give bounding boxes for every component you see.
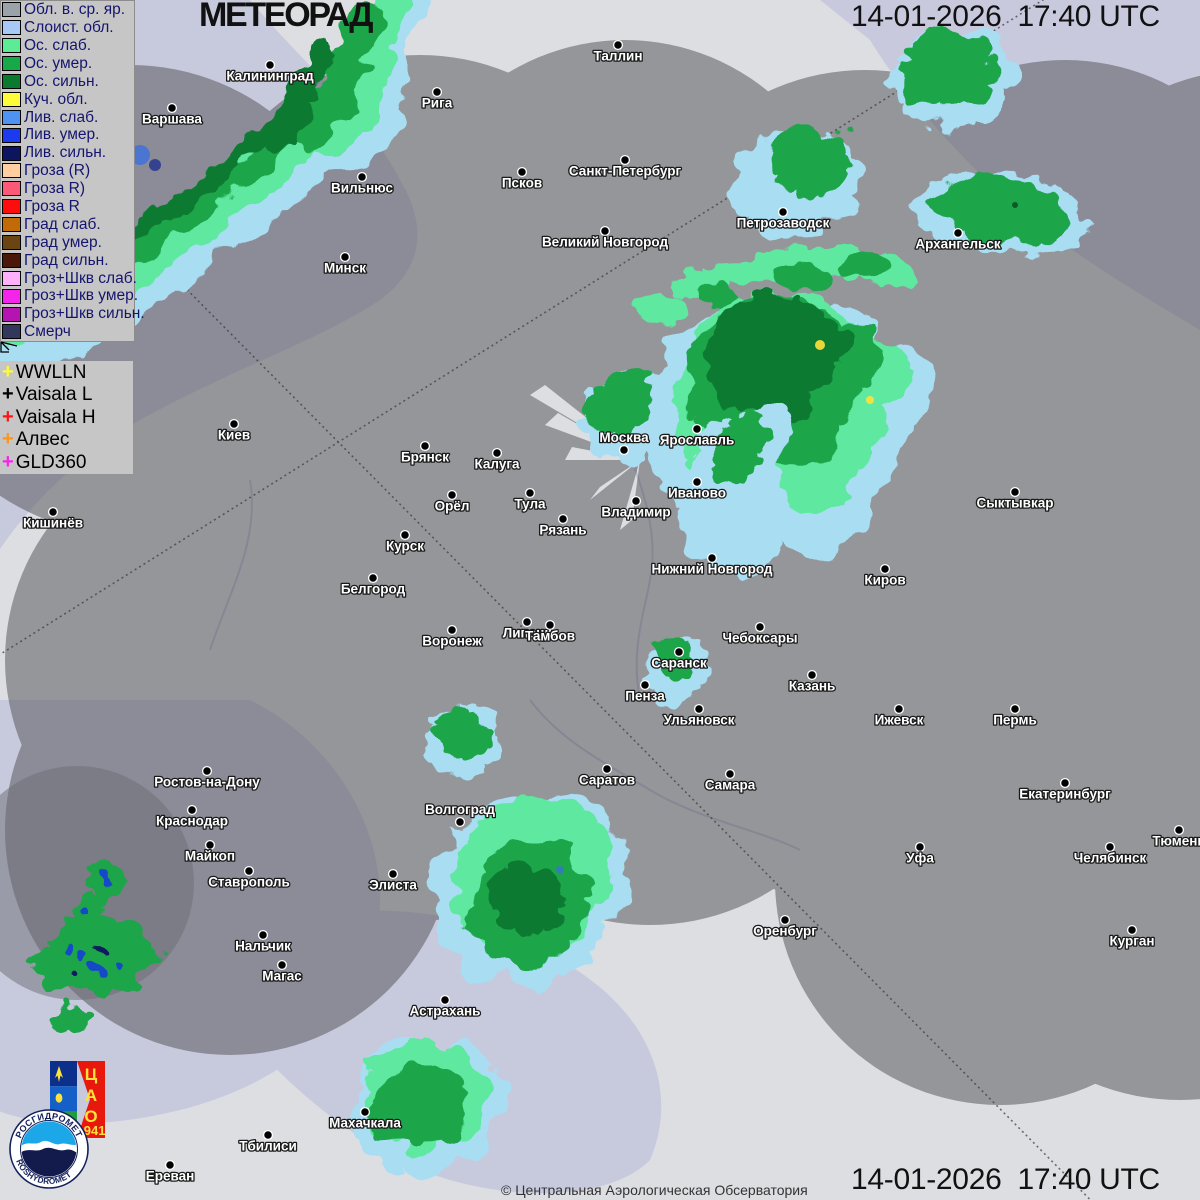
svg-text:Псков: Псков	[502, 176, 542, 191]
svg-text:Ижевск: Ижевск	[875, 713, 924, 728]
svg-text:Волгоград: Волгоград	[425, 802, 495, 817]
svg-text:Брянск: Брянск	[401, 450, 449, 465]
svg-text:Иваново: Иваново	[668, 486, 726, 501]
svg-text:Майкоп: Майкоп	[185, 849, 235, 864]
svg-text:Вильнюс: Вильнюс	[331, 181, 393, 196]
svg-text:Астрахань: Астрахань	[410, 1004, 481, 1019]
svg-text:Калининград: Калининград	[226, 69, 314, 84]
svg-text:Петрозаводск: Петрозаводск	[737, 216, 830, 231]
svg-text:Владимир: Владимир	[601, 505, 670, 520]
svg-text:Нальчик: Нальчик	[235, 939, 291, 954]
svg-text:Калуга: Калуга	[475, 457, 520, 472]
svg-text:Ростов-на-Дону: Ростов-на-Дону	[154, 775, 260, 790]
svg-text:Курск: Курск	[386, 539, 424, 554]
svg-text:Пермь: Пермь	[993, 713, 1037, 728]
svg-text:Саратов: Саратов	[579, 773, 635, 788]
svg-text:Курган: Курган	[1109, 934, 1154, 949]
svg-text:Рига: Рига	[422, 96, 453, 111]
svg-text:Челябинск: Челябинск	[1074, 851, 1147, 866]
svg-text:Тула: Тула	[514, 497, 546, 512]
svg-text:Уфа: Уфа	[906, 851, 934, 866]
svg-text:Тбилиси: Тбилиси	[239, 1139, 297, 1154]
svg-text:Таллин: Таллин	[593, 49, 642, 64]
svg-text:Великий Новгород: Великий Новгород	[542, 235, 669, 250]
svg-text:А: А	[85, 1086, 97, 1105]
svg-text:Сыктывкар: Сыктывкар	[977, 496, 1054, 511]
svg-text:Ульяновск: Ульяновск	[664, 713, 735, 728]
svg-text:Нижний Новгород: Нижний Новгород	[652, 562, 773, 577]
svg-text:Тюмень: Тюмень	[1152, 834, 1200, 849]
svg-text:Оренбург: Оренбург	[753, 924, 817, 939]
svg-text:Воронеж: Воронеж	[422, 634, 482, 649]
svg-text:Пенза: Пенза	[625, 689, 665, 704]
svg-text:Минск: Минск	[324, 261, 366, 276]
svg-text:Ереван: Ереван	[146, 1169, 195, 1184]
svg-text:Архангельск: Архангельск	[915, 237, 1001, 252]
svg-text:Ставрополь: Ставрополь	[208, 875, 290, 890]
svg-text:Москва: Москва	[599, 430, 649, 445]
svg-text:Варшава: Варшава	[142, 112, 202, 127]
svg-text:Саранск: Саранск	[651, 656, 707, 671]
svg-text:Элиста: Элиста	[369, 878, 417, 893]
svg-text:Кишинёв: Кишинёв	[23, 516, 83, 531]
svg-text:Казань: Казань	[789, 679, 836, 694]
svg-text:Киев: Киев	[218, 428, 250, 443]
svg-text:Махачкала: Махачкала	[329, 1116, 401, 1131]
svg-text:Ц: Ц	[85, 1065, 98, 1084]
svg-text:Киров: Киров	[864, 573, 905, 588]
svg-text:Краснодар: Краснодар	[156, 814, 228, 829]
svg-text:Екатеринбург: Екатеринбург	[1019, 787, 1111, 802]
svg-text:Самара: Самара	[705, 778, 756, 793]
svg-text:Чебоксары: Чебоксары	[723, 631, 798, 646]
svg-text:Ярославль: Ярославль	[660, 433, 735, 448]
svg-text:Санкт-Петербург: Санкт-Петербург	[569, 164, 682, 179]
svg-text:Рязань: Рязань	[539, 523, 586, 538]
svg-text:Орёл: Орёл	[435, 499, 470, 514]
svg-text:Магас: Магас	[262, 969, 302, 984]
svg-text:Белгород: Белгород	[341, 582, 406, 597]
svg-text:Тамбов: Тамбов	[525, 629, 575, 644]
